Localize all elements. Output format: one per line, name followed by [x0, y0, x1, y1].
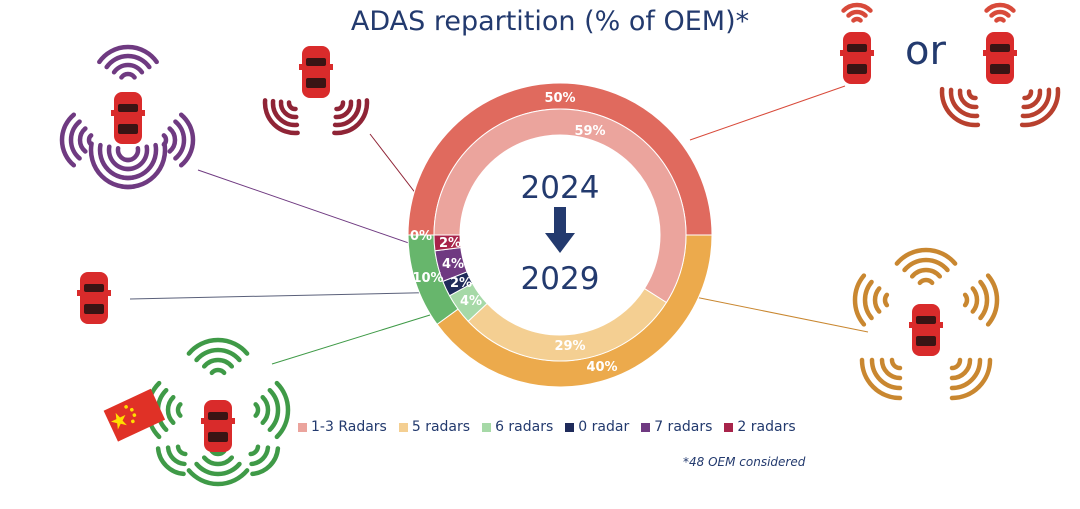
car-icon — [77, 272, 111, 324]
legend-item: 5 radars — [398, 419, 471, 435]
car-icon — [983, 32, 1017, 84]
legend-item: 2 radars — [724, 419, 796, 435]
year-2024: 2024 — [520, 170, 600, 206]
year-2029: 2029 — [520, 261, 600, 297]
legend-swatch — [724, 422, 734, 432]
data-label: 29% — [554, 339, 585, 354]
data-label: 40% — [586, 360, 617, 375]
radar-waves-icon — [248, 444, 281, 477]
legend-label: 6 radars — [495, 419, 554, 435]
radar-waves-icon — [253, 380, 291, 440]
connector-5-radars — [689, 295, 869, 333]
radar-waves-icon — [97, 44, 159, 80]
radar-waves-icon — [962, 273, 1000, 327]
car-icon — [299, 46, 333, 98]
legend-item: 6 radars — [482, 419, 553, 435]
connector-6-radars — [271, 314, 431, 365]
data-label: 10% — [412, 271, 443, 286]
footnote: *48 OEM considered — [683, 455, 806, 469]
radar-waves-icon — [186, 337, 250, 376]
china-flag-icon — [103, 388, 166, 442]
legend-label: 0 radar — [578, 419, 630, 435]
car-icon — [909, 304, 943, 356]
legend-item: 7 radars — [641, 419, 712, 435]
radar-waves-icon — [852, 273, 890, 327]
radar-waves-icon — [841, 2, 873, 23]
radar-waves-icon — [984, 2, 1016, 23]
legend-swatch — [398, 422, 408, 432]
data-label: 59% — [574, 124, 605, 139]
radar-waves-icon — [1019, 86, 1061, 128]
legend-label: 7 radars — [654, 419, 713, 435]
radar-waves-icon — [119, 141, 168, 190]
car-icon — [111, 92, 145, 144]
data-label: 50% — [544, 91, 575, 106]
down-arrow-icon — [545, 207, 575, 253]
car-icon — [201, 400, 235, 452]
illustrations — [59, 2, 1061, 487]
radar-waves-icon — [59, 112, 94, 168]
donut-labels: 50% 40% 10% 0% 59% 29% 4% 2% 4% 2% — [410, 91, 618, 375]
radar-waves-icon — [155, 444, 188, 477]
legend-swatch — [565, 422, 575, 432]
legend-swatch — [482, 422, 492, 432]
radar-waves-icon — [332, 98, 370, 136]
legend-item: 0 radar — [565, 419, 629, 435]
car-icon — [840, 32, 874, 84]
legend-label: 2 radars — [737, 419, 796, 435]
radar-waves-icon — [161, 112, 196, 168]
inner-segment-1-3-radars — [433, 108, 687, 304]
radar-waves-icon — [88, 141, 137, 190]
legend-swatch — [298, 422, 307, 432]
connector-1-3-radars — [689, 85, 846, 141]
legend-swatch — [641, 422, 651, 432]
data-label: 4% — [442, 257, 464, 272]
inner-segment-2-radars — [433, 234, 462, 252]
chart-title: ADAS repartition (% of OEM)* — [350, 6, 750, 37]
legend-label: 5 radars — [411, 419, 471, 435]
radar-waves-icon — [949, 357, 993, 401]
legend-item: 1-3 Radars — [298, 419, 387, 435]
legend-label: 1-3 Radars — [311, 419, 387, 435]
data-label: 4% — [460, 294, 482, 309]
radar-waves-icon — [894, 247, 958, 286]
connector-0-radar — [129, 291, 456, 300]
donut-rings — [407, 82, 713, 388]
radar-waves-icon — [186, 448, 250, 487]
data-label: 2% — [439, 236, 461, 251]
data-label: 2% — [450, 276, 472, 291]
radar-waves-icon — [939, 86, 981, 128]
radar-waves-icon — [262, 98, 300, 136]
radar-waves-icon — [859, 357, 903, 401]
data-label: 0% — [410, 229, 432, 244]
or-label: or — [905, 28, 946, 74]
legend: 1-3 Radars 5 radars 6 radars 0 radar 7 r… — [298, 419, 808, 435]
